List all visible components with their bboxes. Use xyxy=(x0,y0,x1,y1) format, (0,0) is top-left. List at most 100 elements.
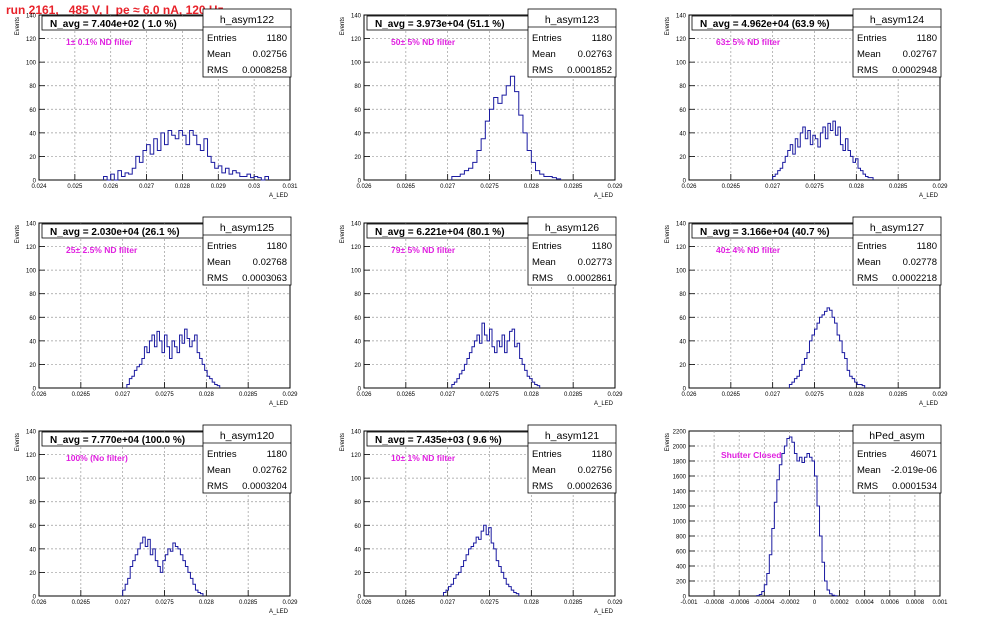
stats-label: RMS xyxy=(532,273,553,284)
filter-annotation: 50± 5% ND filter xyxy=(391,37,456,47)
histogram-line xyxy=(442,524,520,596)
stats-value: 1180 xyxy=(267,241,287,252)
y-tick-label: 60 xyxy=(679,316,686,322)
x-tick-label: -0.0002 xyxy=(779,600,800,606)
stats-label: RMS xyxy=(857,273,878,284)
x-tick-label: 0.026 xyxy=(31,600,47,606)
histogram-line xyxy=(451,75,562,180)
x-tick-label: 0.0285 xyxy=(564,184,583,190)
x-tick-label: 0.0275 xyxy=(805,392,824,398)
filter-annotation: 63± 5% ND filter xyxy=(716,37,781,47)
histogram-line xyxy=(126,328,221,388)
x-tick-label: 0.0265 xyxy=(397,600,416,606)
stats-value: 0.02778 xyxy=(903,257,937,268)
y-tick-label: 20 xyxy=(679,155,686,161)
x-tick-label: 0.024 xyxy=(31,184,47,190)
stats-label: Entries xyxy=(857,449,887,460)
x-axis-label: A_LED xyxy=(269,193,289,199)
x-tick-label: 0.026 xyxy=(103,184,119,190)
stats-value: 1180 xyxy=(267,33,287,44)
stats-box xyxy=(527,216,617,286)
y-tick-label: 120 xyxy=(351,245,362,251)
y-tick-label: 1200 xyxy=(673,505,687,511)
x-tick-label: -0.0006 xyxy=(729,600,750,606)
stats-box xyxy=(202,424,292,494)
histogram-line xyxy=(772,120,874,180)
x-tick-label: 0.001 xyxy=(932,600,948,606)
x-tick-label: 0.029 xyxy=(932,184,948,190)
stats-label: Entries xyxy=(857,33,887,44)
stats-label: Mean xyxy=(857,257,881,268)
stats-label: Entries xyxy=(207,33,237,44)
stats-label: Mean xyxy=(857,465,881,476)
stats-value: 0.0002218 xyxy=(892,273,937,284)
x-tick-label: 0.026 xyxy=(356,184,372,190)
y-tick-label: 100 xyxy=(26,477,37,483)
y-tick-label: 2000 xyxy=(673,445,687,451)
histogram-panel-h_asym125: 0 20 40 60 80 100 120 140 0.026 0.0265 0.027 0.0275… xyxy=(15,216,298,407)
x-tick-label: 0.029 xyxy=(282,600,298,606)
x-tick-label: 0.027 xyxy=(440,600,456,606)
stats-box xyxy=(852,8,942,78)
stats-label: Mean xyxy=(532,465,556,476)
stats-value: 1180 xyxy=(917,33,937,44)
x-tick-label: 0.025 xyxy=(67,184,83,190)
stats-value: 0.02762 xyxy=(253,465,287,476)
y-tick-label: 120 xyxy=(351,453,362,459)
stats-value: 0.0001534 xyxy=(892,481,937,492)
filter-annotation: 40± 4% ND filter xyxy=(716,245,781,255)
x-tick-label: 0.027 xyxy=(115,600,131,606)
stats-value: 0.0002861 xyxy=(567,273,612,284)
stats-label: Mean xyxy=(857,49,881,60)
stats-value: 0.0003063 xyxy=(242,273,287,284)
stats-box xyxy=(852,216,942,286)
y-tick-label: 200 xyxy=(676,580,687,586)
y-tick-label: 140 xyxy=(676,222,687,228)
y-tick-label: 0 xyxy=(358,595,362,601)
stats-box xyxy=(852,424,942,494)
y-axis-label: Events xyxy=(15,433,21,451)
y-tick-label: 120 xyxy=(676,245,687,251)
y-tick-label: 40 xyxy=(354,339,361,345)
stats-box xyxy=(202,8,292,78)
y-tick-label: 20 xyxy=(354,363,361,369)
histogram-panel-h_asym127: 0 20 40 60 80 100 120 140 0.026 0.0265 0.027 0.0275… xyxy=(665,216,948,407)
x-tick-label: 0.0265 xyxy=(397,392,416,398)
histogram-panel-h_asym123: 0 20 40 60 80 100 120 140 0.026 0.0265 0.027 0.0275… xyxy=(340,8,623,199)
stats-label: RMS xyxy=(207,65,228,76)
x-tick-label: 0.0265 xyxy=(72,600,91,606)
y-tick-label: 60 xyxy=(29,108,36,114)
y-tick-label: 80 xyxy=(354,500,361,506)
y-tick-label: 140 xyxy=(351,222,362,228)
y-tick-label: 40 xyxy=(29,131,36,137)
x-tick-label: 0.026 xyxy=(31,392,47,398)
y-tick-label: 100 xyxy=(26,61,37,67)
filter-annotation: 79± 5% ND filter xyxy=(391,245,456,255)
y-tick-label: 0 xyxy=(33,179,37,185)
histogram-panel-h_asym124: 0 20 40 60 80 100 120 140 0.026 0.0265 0.027 0.0275… xyxy=(665,8,948,199)
y-tick-label: 1400 xyxy=(673,490,687,496)
histogram-panel-hPed_asym: 0 200 400 600 800 1000 1200 1400 1600 1800 2000 220… xyxy=(665,424,948,606)
y-tick-label: 120 xyxy=(26,453,37,459)
y-tick-label: 100 xyxy=(26,269,37,275)
stats-name: hPed_asym xyxy=(869,430,925,442)
y-tick-label: 40 xyxy=(29,339,36,345)
x-tick-label: 0.0008 xyxy=(906,600,925,606)
y-tick-label: 0 xyxy=(683,179,687,185)
stats-label: Mean xyxy=(207,49,231,60)
x-tick-label: -0.001 xyxy=(680,600,698,606)
x-tick-label: 0.0265 xyxy=(722,184,741,190)
y-tick-label: 80 xyxy=(679,292,686,298)
y-tick-label: 40 xyxy=(679,131,686,137)
y-tick-label: 40 xyxy=(354,131,361,137)
x-tick-label: 0.026 xyxy=(681,392,697,398)
y-tick-label: 140 xyxy=(676,14,687,20)
stats-box xyxy=(202,216,292,286)
stats-label: RMS xyxy=(857,481,878,492)
histogram-panel-h_asym121: 0 20 40 60 80 100 120 140 0.026 0.0265 0.027 0.0275… xyxy=(340,424,623,615)
x-axis-label: A_LED xyxy=(919,193,939,199)
stats-value: 0.02773 xyxy=(578,257,612,268)
stats-value: 46071 xyxy=(911,449,937,460)
x-tick-label: 0.0265 xyxy=(397,184,416,190)
x-tick-label: 0.027 xyxy=(765,184,781,190)
